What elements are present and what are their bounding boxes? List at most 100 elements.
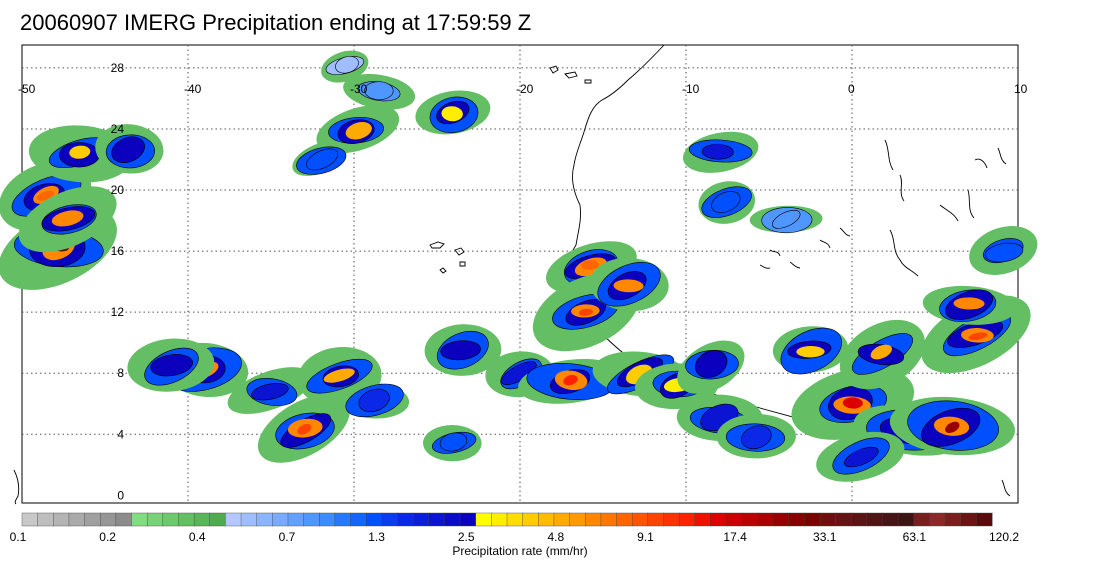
lat-tick-label: 12 — [111, 305, 125, 319]
colorbar-swatch — [553, 512, 571, 527]
precip-contour — [581, 260, 599, 270]
precip-cell — [95, 124, 164, 174]
colorbar-tick: 2.5 — [458, 530, 475, 544]
colorbar-tick: 1.3 — [368, 530, 385, 544]
colorbar-swatch — [678, 512, 696, 527]
lat-tick-label: 16 — [111, 244, 125, 258]
colorbar-swatch — [976, 512, 993, 527]
colorbar-swatch — [647, 512, 664, 527]
precip-contour — [163, 360, 179, 368]
colorbar-swatch — [569, 512, 586, 527]
colorbar-tick: 4.8 — [547, 530, 564, 544]
precip-contour — [713, 147, 725, 155]
precip-contour — [448, 109, 461, 118]
colorbar-swatch — [225, 512, 242, 527]
colorbar-swatch — [100, 512, 117, 527]
colorbar-swatch — [772, 512, 790, 527]
precip-contour — [802, 347, 818, 357]
precip-cell — [716, 414, 796, 459]
colorbar-swatch — [491, 512, 508, 527]
precip-cell — [18, 186, 117, 253]
colorbar-swatch — [37, 512, 54, 527]
precip-cell — [227, 367, 312, 414]
precip-contour — [703, 361, 718, 370]
precip-contour — [340, 62, 350, 69]
colorbar-swatch — [616, 512, 633, 527]
colorbar-swatch — [178, 512, 195, 527]
colorbar-swatch — [960, 512, 977, 527]
colorbar-swatch — [319, 512, 336, 527]
colorbar-tick: 0.1 — [10, 530, 27, 544]
precip-contour — [348, 128, 364, 136]
colorbar-swatch — [866, 512, 883, 527]
precip-contour — [713, 416, 725, 424]
colorbar-swatch — [663, 512, 680, 527]
colorbar-swatch — [334, 512, 352, 527]
precip-contour — [263, 386, 276, 394]
colorbar-swatch — [146, 512, 164, 527]
precip-cell — [321, 50, 369, 83]
colorbar-swatch — [929, 512, 946, 527]
precip-contour — [123, 145, 136, 153]
precip-contour — [446, 439, 460, 447]
colorbar-swatch — [397, 512, 414, 527]
colorbar-swatch — [193, 512, 211, 527]
precip-cell — [698, 181, 756, 224]
colorbar-swatch — [444, 512, 461, 527]
precip-cell — [889, 396, 1015, 456]
lon-tick-label: -40 — [184, 82, 202, 96]
colorbar-swatch — [115, 512, 133, 527]
lat-tick-label: 4 — [117, 427, 124, 441]
colorbar-swatch — [428, 512, 445, 527]
colorbar-swatch — [256, 512, 273, 527]
precip-contour — [72, 149, 89, 158]
colorbar-tick: 17.4 — [723, 530, 747, 544]
precip-cell — [343, 74, 416, 110]
colorbar-tick: 33.1 — [813, 530, 837, 544]
precip-cell — [292, 140, 348, 176]
colorbar-swatch — [475, 512, 492, 527]
precip-cell — [772, 326, 849, 375]
colorbar-tick: 63.1 — [903, 530, 927, 544]
colorbar-swatch — [21, 512, 39, 527]
precip-cell — [424, 324, 502, 376]
lon-tick-label: 0 — [848, 82, 855, 96]
colorbar-swatch — [897, 512, 915, 527]
precip-cell — [423, 425, 482, 462]
colorbar-swatch — [381, 512, 398, 527]
colorbar-swatch — [522, 512, 539, 527]
colorbar-tick: 0.4 — [189, 530, 206, 544]
precip-cell — [415, 90, 491, 135]
lon-tick-label: -50 — [18, 82, 36, 96]
colorbar-swatch — [585, 512, 602, 527]
precip-contour — [61, 215, 78, 224]
precip-contour — [454, 347, 469, 357]
colorbar-swatch — [538, 512, 555, 527]
precip-contour — [721, 200, 734, 207]
colorbar-swatch — [506, 512, 524, 527]
colorbar-swatch — [694, 512, 711, 527]
precip-cell — [485, 351, 555, 398]
precip-contour — [367, 397, 379, 405]
colorbar-swatch — [287, 512, 305, 527]
lon-tick-label: -30 — [350, 82, 368, 96]
precip-contour — [373, 86, 385, 94]
colorbar-swatch — [741, 512, 758, 527]
colorbar-tick: 0.2 — [99, 530, 116, 544]
precip-contour — [297, 423, 312, 435]
precip-contour — [853, 452, 866, 461]
precip-contour — [578, 308, 593, 316]
colorbar-swatch — [850, 512, 868, 527]
colorbar-swatch — [757, 512, 774, 527]
colorbar-swatch — [882, 512, 899, 527]
precip-cell — [677, 340, 745, 394]
precip-cell — [816, 431, 905, 482]
colorbar-swatch — [131, 512, 148, 527]
precip-cell — [316, 105, 400, 154]
lat-tick-label: 24 — [111, 122, 125, 136]
colorbar-swatch — [913, 512, 930, 527]
precip-contour — [962, 298, 977, 309]
precip-contour — [842, 397, 863, 409]
map-title: 20060907 IMERG Precipitation ending at 1… — [20, 10, 532, 35]
precip-contour — [563, 374, 578, 386]
